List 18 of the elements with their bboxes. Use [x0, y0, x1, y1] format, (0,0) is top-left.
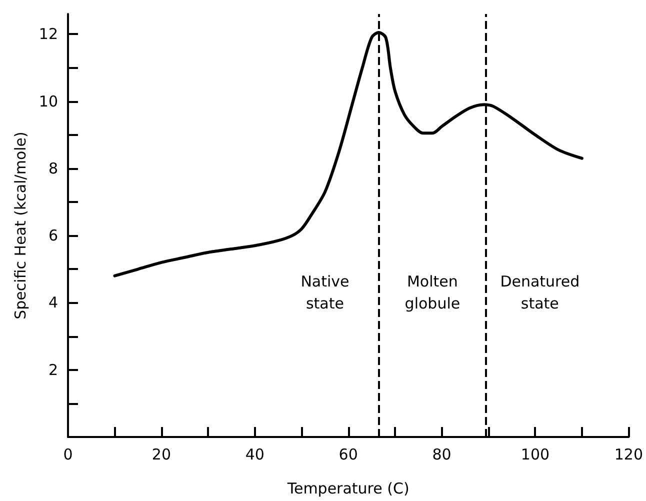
y-tick-label: 12 [38, 25, 58, 44]
x-tick-label: 20 [152, 446, 171, 464]
x-tick-label: 40 [245, 446, 264, 464]
x-tick-label: 60 [338, 446, 358, 464]
y-tick-label: 8 [48, 159, 58, 178]
y-tick-label: 10 [38, 92, 58, 110]
y-tick-label: 6 [48, 226, 58, 245]
x-tick-label: 80 [432, 446, 452, 464]
y-axis-title: Specific Heat (kcal/mole) [12, 132, 30, 320]
annotation: Denatured state [500, 272, 580, 313]
x-axis-title: Temperature (C) [286, 480, 410, 498]
y-tick-label: 2 [48, 360, 58, 379]
x-tick-label: 120 [614, 446, 644, 464]
annotation: Molten globule [404, 272, 460, 313]
y-tick-label: 4 [48, 294, 58, 312]
x-tick-label: 100 [520, 446, 550, 464]
x-tick-label: 0 [63, 446, 73, 464]
annotation: Native state [300, 272, 350, 313]
